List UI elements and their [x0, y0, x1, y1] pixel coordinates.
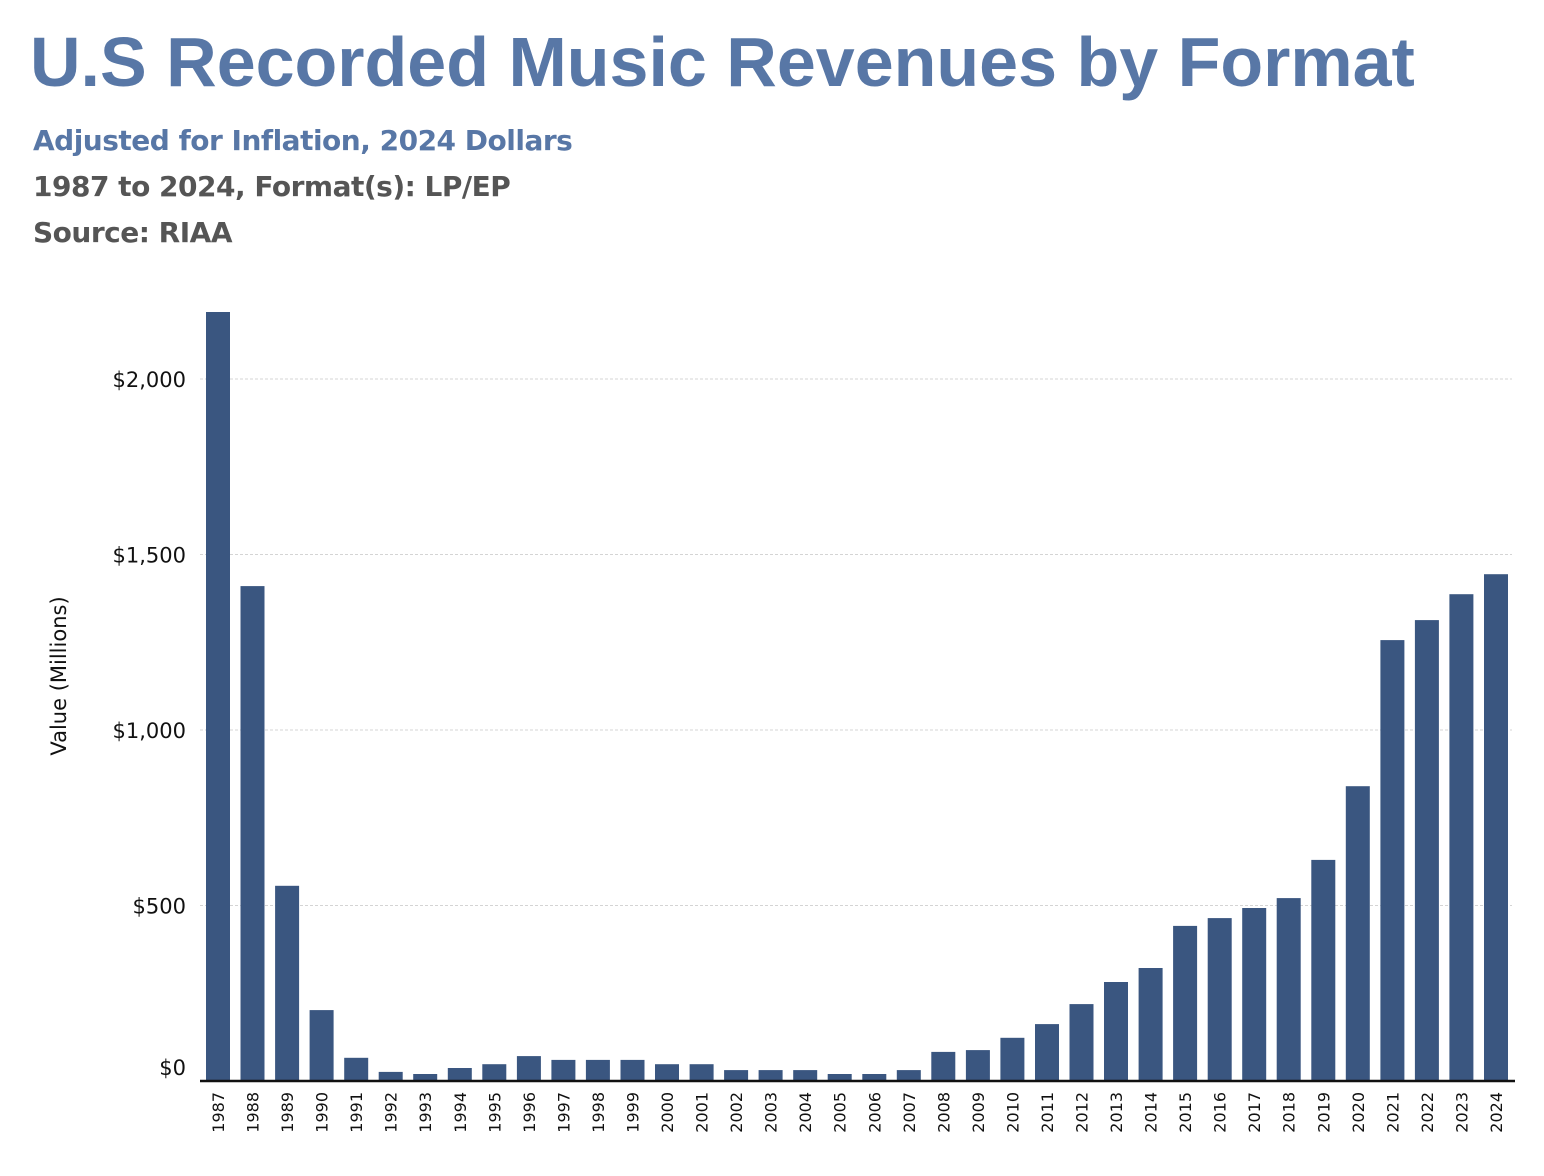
bar-2002[interactable] — [724, 1070, 749, 1081]
bar-2024[interactable] — [1484, 574, 1508, 1081]
bar-2005[interactable] — [827, 1074, 852, 1081]
bar-1996[interactable] — [516, 1056, 541, 1081]
bar-2018[interactable] — [1276, 898, 1301, 1081]
bar-1992[interactable] — [378, 1071, 403, 1081]
y-tick-label: $0 — [159, 1056, 186, 1080]
bar-2021[interactable] — [1380, 640, 1405, 1081]
bar-2001[interactable] — [689, 1064, 714, 1081]
y-axis-ticks: $0 $500 $1,000 $1,500 $2,000 — [113, 368, 186, 1080]
x-tick-label: 2003 — [762, 1092, 781, 1133]
bar-1991[interactable] — [344, 1057, 369, 1081]
y-tick-label: $500 — [133, 895, 186, 919]
bar-2011[interactable] — [1035, 1024, 1059, 1081]
x-tick-label: 1997 — [554, 1092, 573, 1133]
x-tick-label: 2002 — [727, 1092, 746, 1133]
bar-1999[interactable] — [620, 1059, 645, 1081]
x-tick-label: 1989 — [278, 1092, 297, 1133]
x-tick-label: 1999 — [624, 1092, 643, 1133]
x-tick-label: 2015 — [1176, 1092, 1195, 1133]
x-tick-label: 2014 — [1142, 1092, 1161, 1133]
x-tick-label: 1990 — [313, 1092, 332, 1133]
x-tick-label: 2010 — [1003, 1092, 1022, 1133]
x-tick-label: 2008 — [934, 1092, 953, 1133]
y-tick-label: $1,500 — [113, 544, 186, 568]
bar-2000[interactable] — [655, 1064, 679, 1081]
x-tick-label: 1996 — [520, 1092, 539, 1133]
x-tick-label: 1993 — [416, 1092, 435, 1133]
y-tick-label: $2,000 — [113, 368, 186, 392]
bar-2007[interactable] — [896, 1070, 921, 1081]
bar-2023[interactable] — [1449, 594, 1474, 1081]
x-tick-label: 1998 — [589, 1092, 608, 1133]
x-tick-label: 2024 — [1487, 1092, 1506, 1133]
x-tick-label: 2020 — [1349, 1092, 1368, 1133]
bar-2014[interactable] — [1138, 968, 1163, 1081]
bar-1995[interactable] — [482, 1064, 507, 1081]
x-tick-label: 1987 — [209, 1092, 228, 1133]
bar-1998[interactable] — [585, 1059, 610, 1081]
x-tick-label: 2019 — [1314, 1092, 1333, 1133]
x-tick-label: 2004 — [796, 1092, 815, 1133]
chart-subtitle: Adjusted for Inflation, 2024 Dollars — [33, 124, 573, 157]
x-tick-label: 1991 — [347, 1092, 366, 1133]
bar-2006[interactable] — [862, 1074, 887, 1081]
bar-2004[interactable] — [793, 1070, 818, 1081]
x-tick-label: 2009 — [969, 1092, 988, 1133]
x-tick-label: 2022 — [1418, 1092, 1437, 1133]
bar-2015[interactable] — [1173, 925, 1198, 1081]
x-tick-label: 1994 — [451, 1092, 470, 1133]
bar-2019[interactable] — [1311, 859, 1336, 1081]
bars — [206, 312, 1508, 1081]
x-tick-label: 2007 — [900, 1092, 919, 1133]
x-tick-label: 2023 — [1452, 1092, 1471, 1133]
x-tick-label: 2016 — [1211, 1092, 1230, 1133]
bar-1989[interactable] — [275, 885, 300, 1081]
x-tick-label: 2001 — [693, 1092, 712, 1133]
x-tick-label: 1988 — [244, 1092, 263, 1133]
x-tick-label: 2018 — [1280, 1092, 1299, 1133]
bar-1990[interactable] — [309, 1010, 334, 1081]
bar-2016[interactable] — [1207, 918, 1232, 1081]
x-tick-label: 2011 — [1038, 1092, 1057, 1133]
x-tick-label: 2006 — [865, 1092, 884, 1133]
bar-2008[interactable] — [931, 1051, 956, 1081]
bar-2020[interactable] — [1345, 786, 1370, 1081]
x-tick-label: 2013 — [1107, 1092, 1126, 1133]
bar-1994[interactable] — [447, 1068, 472, 1081]
y-axis-title: Value (Millions) — [47, 596, 71, 755]
x-tick-label: 2005 — [831, 1092, 850, 1133]
bar-2022[interactable] — [1414, 620, 1439, 1081]
x-tick-label: 2000 — [658, 1092, 677, 1133]
date-range-format: 1987 to 2024, Format(s): LP/EP — [33, 170, 511, 203]
bar-2012[interactable] — [1069, 1004, 1094, 1081]
x-tick-label: 2021 — [1383, 1092, 1402, 1133]
bar-1993[interactable] — [413, 1074, 438, 1081]
bar-2017[interactable] — [1242, 908, 1267, 1081]
y-tick-label: $1,000 — [113, 719, 186, 743]
bar-1988[interactable] — [240, 586, 265, 1081]
x-tick-label: 1995 — [485, 1092, 504, 1133]
gridlines — [200, 378, 1512, 906]
bar-1987[interactable] — [206, 312, 230, 1081]
bar-2003[interactable] — [758, 1070, 783, 1081]
source-note: Source: RIAA — [33, 216, 233, 249]
x-tick-label: 1992 — [382, 1092, 401, 1133]
x-tick-label: 2017 — [1245, 1092, 1264, 1133]
chart-title: U.S Recorded Music Revenues by Format — [30, 23, 1415, 101]
x-axis-labels: 1987 1988 1989 1990 1991 1992 1993 1994 1995 1996… — [209, 1092, 1506, 1133]
bar-2013[interactable] — [1104, 982, 1128, 1081]
x-tick-label: 2012 — [1073, 1092, 1092, 1133]
bar-2009[interactable] — [965, 1050, 990, 1081]
bar-1997[interactable] — [551, 1059, 576, 1081]
bar-2010[interactable] — [1000, 1037, 1025, 1081]
